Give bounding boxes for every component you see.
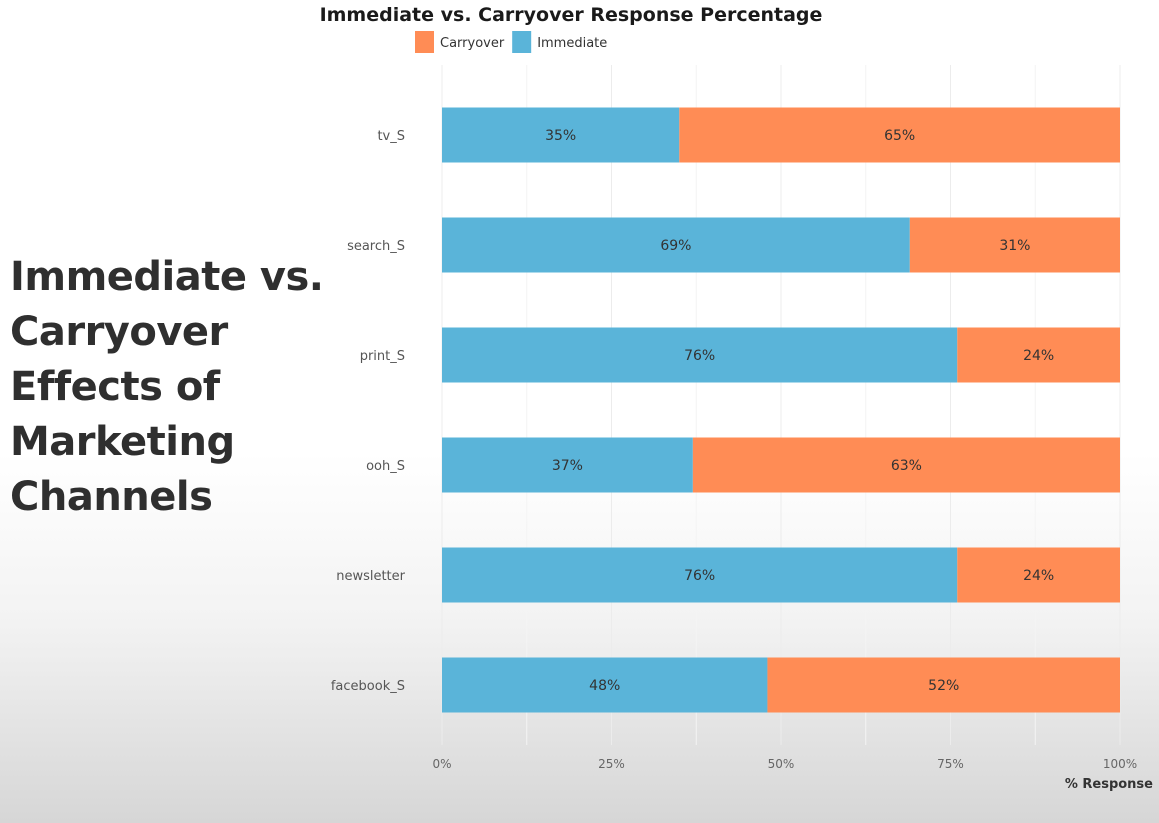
x-tick-label: 100% — [1103, 757, 1137, 771]
bar-value-label: 31% — [999, 238, 1030, 254]
bar-carryover — [679, 107, 1120, 163]
bar-immediate — [442, 217, 910, 273]
bar-carryover — [909, 217, 1120, 273]
chart-title: Immediate vs. Carryover Response Percent… — [320, 4, 823, 26]
category-label: print_S — [360, 349, 405, 364]
bar-immediate — [442, 107, 680, 163]
bar-value-label: 76% — [684, 568, 715, 584]
bar-value-label: 52% — [928, 678, 959, 694]
bar-carryover — [957, 327, 1120, 383]
bar-immediate — [442, 657, 768, 713]
slide-title-line: Channels — [10, 474, 213, 520]
x-tick-label: 50% — [768, 757, 795, 771]
bar-value-label: 69% — [660, 238, 691, 254]
bar-value-label: 48% — [589, 678, 620, 694]
category-label: facebook_S — [331, 679, 405, 694]
bar-carryover — [692, 437, 1120, 493]
bar-immediate — [442, 437, 693, 493]
chart-grid — [441, 65, 1121, 745]
bar-value-label: 37% — [552, 458, 583, 474]
bar-value-label: 24% — [1023, 568, 1054, 584]
category-label: tv_S — [377, 129, 405, 144]
bar-carryover — [767, 657, 1120, 713]
chart-bars: tv_S 35% 65% search_S 69% 31% print_S 76% 24% ooh… — [331, 107, 1120, 713]
category-label: ooh_S — [366, 459, 405, 474]
legend-label: Immediate — [537, 36, 607, 51]
x-axis-ticks: 0% 25% 50% 75% 100% — [432, 757, 1137, 771]
category-label: search_S — [347, 239, 405, 254]
category-label: newsletter — [336, 569, 405, 584]
bar-immediate — [442, 327, 958, 383]
chart-legend: Carryover Immediate — [415, 31, 607, 53]
x-tick-label: 75% — [937, 757, 964, 771]
bar-value-label: 24% — [1023, 348, 1054, 364]
legend-label: Carryover — [440, 36, 505, 51]
legend-swatch — [415, 31, 434, 53]
x-axis-title: % Response — [1065, 777, 1153, 792]
x-tick-label: 0% — [432, 757, 451, 771]
x-tick-label: 25% — [598, 757, 625, 771]
bar-value-label: 65% — [884, 128, 915, 144]
bar-value-label: 63% — [891, 458, 922, 474]
slide-title-line: Effects of — [10, 364, 220, 410]
slide-title-line: Marketing — [10, 419, 235, 465]
slide-title: Immediate vs. Carryover Effects of Marke… — [10, 250, 330, 525]
bar-immediate — [442, 547, 958, 603]
bar-value-label: 76% — [684, 348, 715, 364]
bar-value-label: 35% — [545, 128, 576, 144]
slide-title-line: Carryover — [10, 309, 228, 355]
legend-swatch — [512, 31, 532, 53]
bar-carryover — [957, 547, 1120, 603]
slide-title-line: Immediate vs. — [10, 254, 324, 300]
